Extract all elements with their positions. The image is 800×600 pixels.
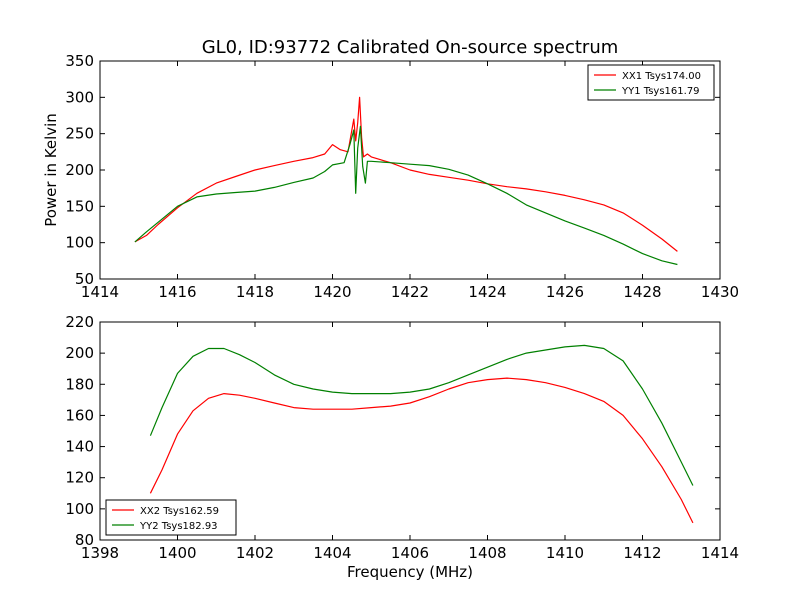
chart-title: GL0, ID:93772 Calibrated On-source spect… [202, 37, 619, 58]
y-tick-label: 200 [65, 161, 94, 179]
y-tick-label: 120 [65, 469, 94, 487]
bottom-panel: 1398 1400 1402 1404 1406 1408 1410 1412 1414 80 10… [65, 313, 739, 581]
y-tick-label: 80 [75, 531, 94, 549]
y-tick-label: 160 [65, 406, 94, 424]
top-panel: 1414 1416 1418 1420 1422 1424 1426 1428 1430 50 10… [42, 52, 739, 301]
legend-label: YY2 Tsys182.93 [139, 521, 218, 532]
y-tick-label: 350 [65, 52, 94, 70]
y-tick-label: 250 [65, 125, 94, 143]
y-tick-label: 180 [65, 375, 94, 393]
x-tick-label: 1412 [623, 544, 661, 562]
x-tick-label: 1402 [236, 544, 274, 562]
x-tick-label: 1400 [158, 544, 196, 562]
legend-label: XX2 Tsys162.59 [140, 506, 219, 517]
y-tick-label: 100 [65, 500, 94, 518]
x-tick-label: 1422 [391, 283, 429, 301]
series-line [134, 125, 678, 266]
y-tick-label: 140 [65, 438, 94, 456]
x-tick-label: 1406 [391, 544, 429, 562]
y-tick-label: 50 [75, 270, 94, 288]
x-tick-label: 1410 [546, 544, 584, 562]
x-tick-label: 1426 [546, 283, 584, 301]
x-tick-label: 1414 [701, 544, 739, 562]
legend-box [105, 499, 237, 536]
x-tick-label: 1416 [158, 283, 196, 301]
series-line [149, 377, 694, 524]
y-tick-label: 220 [65, 313, 94, 331]
series-line [149, 344, 694, 486]
legend-box [587, 64, 715, 101]
legend-label: XX1 Tsys174.00 [622, 71, 701, 82]
legend: XX1 Tsys174.00 YY1 Tsys161.79 [587, 64, 715, 101]
legend: XX2 Tsys162.59 YY2 Tsys182.93 [105, 499, 237, 536]
x-axis-label: Frequency (MHz) [347, 563, 473, 581]
legend-label: YY1 Tsys161.79 [621, 86, 700, 97]
x-tick-label: 1424 [468, 283, 506, 301]
y-tick-label: 300 [65, 88, 94, 106]
y-axis-label: Power in Kelvin [42, 113, 60, 227]
x-tick-label: 1430 [701, 283, 739, 301]
x-tick-label: 1408 [468, 544, 506, 562]
y-tick-label: 100 [65, 234, 94, 252]
x-tick-label: 1418 [236, 283, 274, 301]
x-tick-label: 1398 [81, 544, 119, 562]
x-tick-label: 1428 [623, 283, 661, 301]
x-tick-label: 1420 [313, 283, 351, 301]
x-tick-label: 1404 [313, 544, 351, 562]
y-tick-label: 200 [65, 344, 94, 362]
y-tick-label: 150 [65, 197, 94, 215]
x-tick-label: 1414 [81, 283, 119, 301]
